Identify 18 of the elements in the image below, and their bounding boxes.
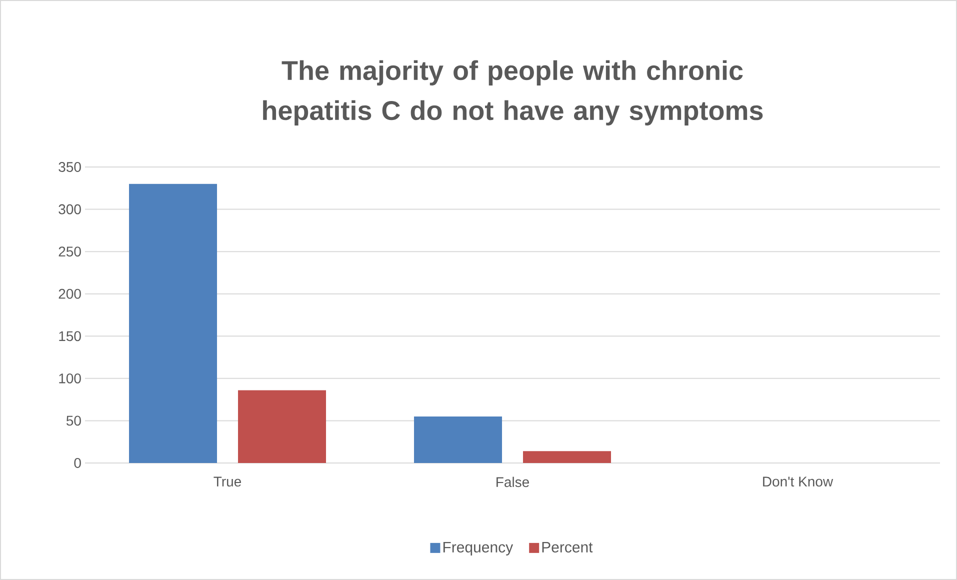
y-tick-label: 50 (66, 416, 81, 426)
y-tick-label: 200 (58, 288, 81, 299)
bar (238, 390, 326, 463)
legend-label: Frequency (443, 542, 514, 556)
legend-label: Percent (542, 542, 593, 552)
bar (414, 416, 502, 463)
y-tick-label: 0 (74, 458, 81, 468)
y-tick-label: 300 (58, 204, 81, 214)
y-tick-label: 250 (58, 246, 81, 257)
x-tick-label: Don't Know (763, 476, 834, 487)
bar (129, 184, 218, 463)
y-tick-label: 350 (58, 162, 81, 172)
x-tick-label: False (496, 476, 529, 488)
bar (523, 451, 612, 463)
y-tick-label: 100 (59, 373, 81, 384)
x-tick-label: True (214, 476, 242, 487)
chart-title: The majority of people with chronic hepatitis C do not have any symptoms (263, 60, 763, 126)
y-tick-label: 150 (59, 331, 81, 342)
